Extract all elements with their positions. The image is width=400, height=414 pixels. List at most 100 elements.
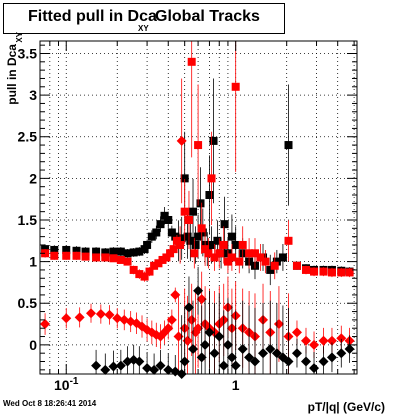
data-point-diamond [155, 360, 166, 371]
data-point-square [154, 259, 163, 268]
data-point-square [210, 253, 219, 262]
data-point-diamond [273, 319, 284, 330]
data-point-square [72, 246, 81, 255]
data-point-square [162, 253, 171, 262]
data-point-square [116, 247, 125, 256]
y-tick-label: 3.5 [18, 45, 38, 61]
data-point-diamond [170, 289, 181, 300]
data-point-square [140, 245, 149, 254]
y-tick-label: 0 [29, 337, 37, 353]
y-tick-label: 1 [29, 254, 37, 270]
data-point-square [177, 234, 186, 243]
y-tick-label: 2 [29, 170, 37, 186]
series-layer [40, 41, 355, 379]
data-point-diamond [300, 335, 311, 346]
data-point-diamond [218, 360, 229, 371]
data-point-square [201, 245, 210, 254]
data-point-square [215, 249, 224, 258]
data-point-square [327, 268, 336, 277]
data-point-diamond [166, 314, 177, 325]
data-point-square [172, 236, 181, 245]
chart-title: Fitted pull in Dca [28, 8, 157, 25]
data-point-square [135, 270, 144, 279]
data-point-square [50, 251, 59, 260]
data-point-square [160, 211, 169, 220]
data-point-square [250, 249, 259, 258]
data-point-diamond [95, 309, 106, 320]
footer-timestamp: Wed Oct 8 18:26:41 2014 [3, 399, 97, 408]
data-point-diamond [40, 319, 51, 330]
data-point-diamond [291, 327, 302, 338]
data-point-square [156, 220, 165, 229]
data-point-square [147, 232, 156, 241]
data-point-square [270, 261, 279, 270]
data-point-square [220, 220, 229, 229]
data-point-square [227, 253, 236, 262]
data-point-square [166, 249, 175, 258]
y-axis-label: pull in Dca [5, 44, 19, 105]
data-point-diamond [100, 364, 111, 375]
data-point-square [81, 252, 90, 261]
data-point-square [207, 174, 216, 183]
data-point-square [123, 249, 132, 258]
data-point-diamond [344, 344, 355, 355]
data-point-square [92, 253, 101, 262]
data-point-square [116, 255, 125, 264]
data-point-diamond [318, 335, 329, 346]
data-point-diamond [115, 360, 126, 371]
data-point-square [109, 247, 118, 256]
data-point-diamond [193, 285, 204, 296]
data-point-diamond [237, 344, 248, 355]
data-point-square [345, 268, 354, 277]
data-point-diamond [291, 348, 302, 359]
data-point-square [189, 207, 198, 216]
data-point-square [256, 253, 265, 262]
data-point-square [198, 228, 207, 237]
data-point-square [207, 240, 216, 249]
data-point-square [284, 141, 293, 150]
data-point-square [231, 82, 240, 91]
data-point-diamond [112, 313, 123, 324]
data-point-square [292, 261, 301, 270]
data-point-square [278, 253, 287, 262]
data-point-diamond [200, 339, 211, 350]
y-tick-label: 1.5 [18, 212, 38, 228]
data-point-square [150, 261, 159, 270]
data-point-square [184, 215, 193, 224]
data-point-diamond [326, 352, 337, 363]
data-point-diamond [104, 309, 115, 320]
data-point-square [191, 240, 200, 249]
data-point-diamond [249, 356, 260, 367]
series-3-black-diamond [91, 266, 355, 379]
data-point-square [101, 253, 110, 262]
data-point-diamond [326, 335, 337, 346]
chart-title-box: Fitted pull in Dca XY Global Tracks [3, 3, 285, 34]
data-point-square [145, 267, 154, 276]
data-point-square [219, 240, 228, 249]
data-point-square [301, 265, 310, 274]
data-point-square [171, 232, 180, 241]
data-point-square [261, 257, 270, 266]
data-point-diamond [196, 352, 207, 363]
data-point-square [41, 249, 50, 258]
data-point-diamond [196, 294, 207, 305]
data-point-square [92, 247, 101, 256]
data-point-diamond [309, 363, 320, 374]
series-2-red-diamond [40, 78, 355, 374]
data-point-diamond [91, 360, 102, 371]
data-point-square [129, 265, 138, 274]
data-point-square [180, 207, 189, 216]
data-point-diamond [193, 323, 204, 334]
data-point-diamond [119, 314, 130, 325]
data-point-square [272, 257, 281, 266]
data-point-diamond [176, 135, 187, 146]
data-point-diamond [163, 323, 174, 334]
data-point-diamond [258, 348, 269, 359]
data-point-square [62, 251, 71, 260]
data-point-square [227, 232, 236, 241]
data-point-diamond [271, 348, 282, 359]
data-point-diamond [226, 352, 237, 363]
data-point-square [180, 174, 189, 183]
y-axis-label-subscript: XY [15, 31, 24, 42]
